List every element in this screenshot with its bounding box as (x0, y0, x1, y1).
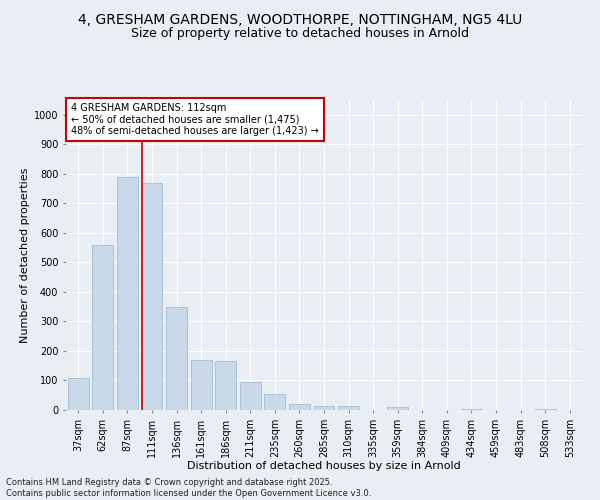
Text: 4, GRESHAM GARDENS, WOODTHORPE, NOTTINGHAM, NG5 4LU: 4, GRESHAM GARDENS, WOODTHORPE, NOTTINGH… (78, 12, 522, 26)
Bar (191, 360, 212, 410)
Text: Contains HM Land Registry data © Crown copyright and database right 2025.
Contai: Contains HM Land Registry data © Crown c… (6, 478, 371, 498)
Bar (387, 407, 408, 410)
Text: 4 GRESHAM GARDENS: 112sqm
← 50% of detached houses are smaller (1,475)
48% of se: 4 GRESHAM GARDENS: 112sqm ← 50% of detac… (71, 103, 319, 136)
Bar (289, 404, 310, 410)
Text: Size of property relative to detached houses in Arnold: Size of property relative to detached ho… (131, 28, 469, 40)
Bar (68, 378, 89, 410)
Bar (142, 182, 163, 410)
Bar (265, 394, 286, 410)
Bar (338, 406, 359, 410)
Bar (461, 408, 482, 410)
Bar (166, 306, 187, 410)
Bar (117, 177, 138, 410)
Bar (535, 408, 556, 410)
Bar (240, 382, 261, 410)
Bar (215, 362, 236, 410)
X-axis label: Distribution of detached houses by size in Arnold: Distribution of detached houses by size … (187, 461, 461, 471)
Bar (92, 244, 113, 410)
Y-axis label: Number of detached properties: Number of detached properties (20, 168, 29, 342)
Bar (314, 406, 334, 410)
